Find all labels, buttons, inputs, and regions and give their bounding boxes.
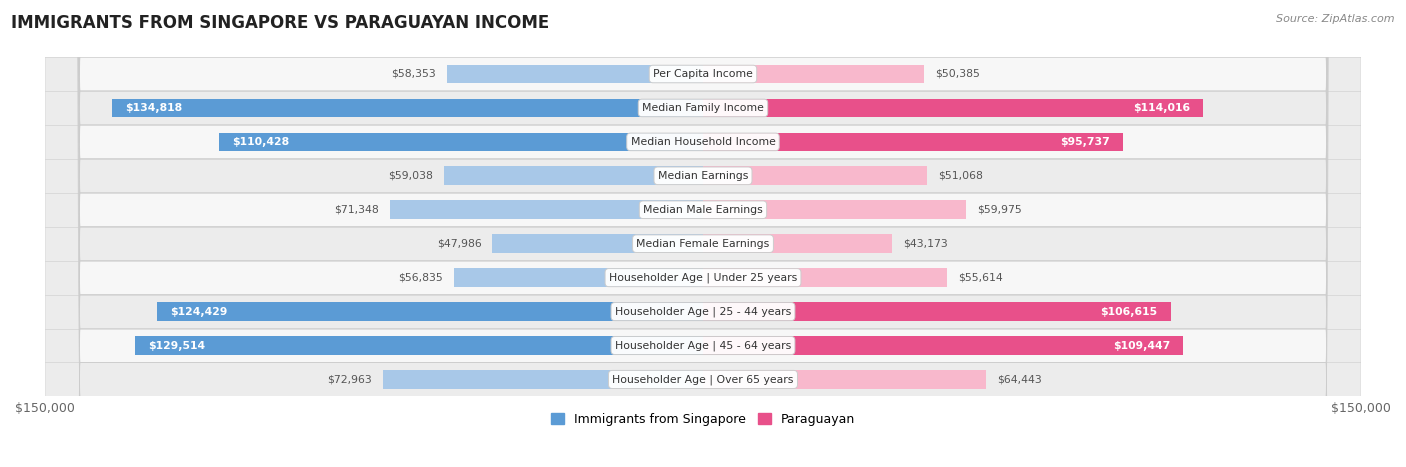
Legend: Immigrants from Singapore, Paraguayan: Immigrants from Singapore, Paraguayan: [546, 408, 860, 431]
Text: $95,737: $95,737: [1060, 137, 1109, 147]
Text: Median Male Earnings: Median Male Earnings: [643, 205, 763, 215]
Text: $64,443: $64,443: [997, 375, 1042, 384]
Bar: [454, 269, 703, 287]
Bar: [703, 370, 986, 389]
Bar: [703, 234, 893, 253]
Text: $51,068: $51,068: [938, 171, 983, 181]
Text: $109,447: $109,447: [1112, 340, 1170, 351]
Text: $71,348: $71,348: [335, 205, 380, 215]
Text: Per Capita Income: Per Capita Income: [652, 69, 754, 79]
Bar: [389, 200, 703, 219]
Text: Householder Age | Under 25 years: Householder Age | Under 25 years: [609, 272, 797, 283]
Text: $129,514: $129,514: [148, 340, 205, 351]
Text: $134,818: $134,818: [125, 103, 181, 113]
FancyBboxPatch shape: [45, 0, 1361, 467]
FancyBboxPatch shape: [45, 0, 1361, 467]
Bar: [703, 133, 1123, 151]
Text: $124,429: $124,429: [170, 306, 228, 317]
Text: $47,986: $47,986: [437, 239, 481, 249]
Text: Median Earnings: Median Earnings: [658, 171, 748, 181]
Text: $59,975: $59,975: [977, 205, 1022, 215]
Text: Median Family Income: Median Family Income: [643, 103, 763, 113]
Text: Median Female Earnings: Median Female Earnings: [637, 239, 769, 249]
Text: IMMIGRANTS FROM SINGAPORE VS PARAGUAYAN INCOME: IMMIGRANTS FROM SINGAPORE VS PARAGUAYAN …: [11, 14, 550, 32]
Text: $56,835: $56,835: [398, 273, 443, 283]
Bar: [703, 302, 1171, 321]
Bar: [382, 370, 703, 389]
Bar: [111, 99, 703, 117]
Text: Householder Age | 45 - 64 years: Householder Age | 45 - 64 years: [614, 340, 792, 351]
FancyBboxPatch shape: [45, 0, 1361, 467]
FancyBboxPatch shape: [45, 0, 1361, 467]
Bar: [135, 336, 703, 355]
Text: $106,615: $106,615: [1101, 306, 1157, 317]
Bar: [218, 133, 703, 151]
Bar: [703, 336, 1184, 355]
Text: Source: ZipAtlas.com: Source: ZipAtlas.com: [1277, 14, 1395, 24]
Bar: [447, 64, 703, 83]
Text: $59,038: $59,038: [388, 171, 433, 181]
Text: Median Household Income: Median Household Income: [630, 137, 776, 147]
Text: $114,016: $114,016: [1133, 103, 1189, 113]
Text: $72,963: $72,963: [328, 375, 373, 384]
Bar: [703, 166, 927, 185]
Bar: [703, 99, 1204, 117]
Text: $55,614: $55,614: [957, 273, 1002, 283]
Bar: [157, 302, 703, 321]
Text: Householder Age | 25 - 44 years: Householder Age | 25 - 44 years: [614, 306, 792, 317]
Text: $58,353: $58,353: [391, 69, 436, 79]
Text: $110,428: $110,428: [232, 137, 288, 147]
FancyBboxPatch shape: [45, 0, 1361, 467]
FancyBboxPatch shape: [45, 0, 1361, 467]
Bar: [492, 234, 703, 253]
Text: Householder Age | Over 65 years: Householder Age | Over 65 years: [612, 374, 794, 385]
Bar: [703, 64, 924, 83]
Text: $50,385: $50,385: [935, 69, 980, 79]
Bar: [703, 200, 966, 219]
Bar: [444, 166, 703, 185]
FancyBboxPatch shape: [45, 0, 1361, 467]
Bar: [703, 269, 948, 287]
Text: $43,173: $43,173: [904, 239, 948, 249]
FancyBboxPatch shape: [45, 0, 1361, 467]
FancyBboxPatch shape: [45, 0, 1361, 467]
FancyBboxPatch shape: [45, 0, 1361, 467]
